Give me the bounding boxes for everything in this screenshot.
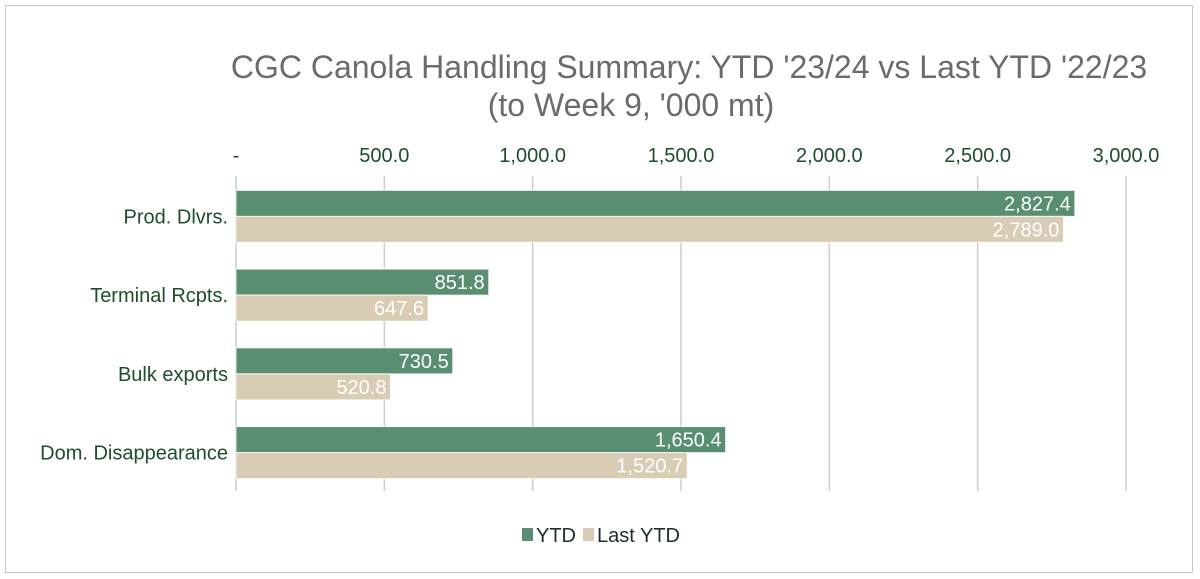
bar bbox=[235, 215, 1064, 243]
category-label: Terminal Rcpts. bbox=[90, 285, 228, 307]
category-label: Dom. Disappearance bbox=[40, 443, 228, 465]
legend-label: YTD bbox=[536, 525, 576, 547]
category-label: Prod. Dlvrs. bbox=[124, 206, 228, 228]
bar bbox=[235, 294, 429, 322]
bar bbox=[235, 452, 688, 480]
x-tick-label: 3,000.0 bbox=[1093, 145, 1160, 167]
x-tick-label: 500.0 bbox=[359, 145, 409, 167]
data-label: 730.5 bbox=[399, 351, 449, 373]
data-label: 647.6 bbox=[374, 298, 424, 320]
bar bbox=[235, 189, 1076, 217]
data-label: 520.8 bbox=[336, 377, 386, 399]
chart-title: CGC Canola Handling Summary: YTD '23/24 … bbox=[231, 49, 1147, 85]
data-label: 851.8 bbox=[435, 272, 485, 294]
legend-label: Last YTD bbox=[597, 525, 680, 547]
bar-chart: CGC Canola Handling Summary: YTD '23/24 … bbox=[40, 49, 1159, 547]
data-label: 1,520.7 bbox=[616, 456, 683, 478]
legend-swatch bbox=[522, 528, 533, 541]
data-label: 2,827.4 bbox=[1004, 193, 1071, 215]
category-label: Bulk exports bbox=[118, 364, 228, 386]
x-tick-label: 2,000.0 bbox=[796, 145, 863, 167]
x-tick-label: 1,000.0 bbox=[499, 145, 566, 167]
bar bbox=[235, 347, 454, 375]
x-tick-label: 2,500.0 bbox=[944, 145, 1011, 167]
bar bbox=[235, 373, 392, 401]
data-label: 1,650.4 bbox=[655, 430, 722, 452]
legend-swatch bbox=[583, 528, 594, 541]
chart-subtitle: (to Week 9, '000 mt) bbox=[488, 87, 775, 123]
legend: YTD Last YTD bbox=[522, 525, 680, 547]
x-tick-label: - bbox=[233, 145, 240, 167]
data-label: 2,789.0 bbox=[993, 219, 1060, 241]
bar bbox=[235, 426, 727, 454]
chart-frame: CGC Canola Handling Summary: YTD '23/24 … bbox=[5, 5, 1193, 573]
plot-area: - 500.0 1,000.0 1,500.0 2,000.0 2,500.0 3,000.… bbox=[40, 145, 1159, 491]
x-tick-label: 1,500.0 bbox=[648, 145, 715, 167]
